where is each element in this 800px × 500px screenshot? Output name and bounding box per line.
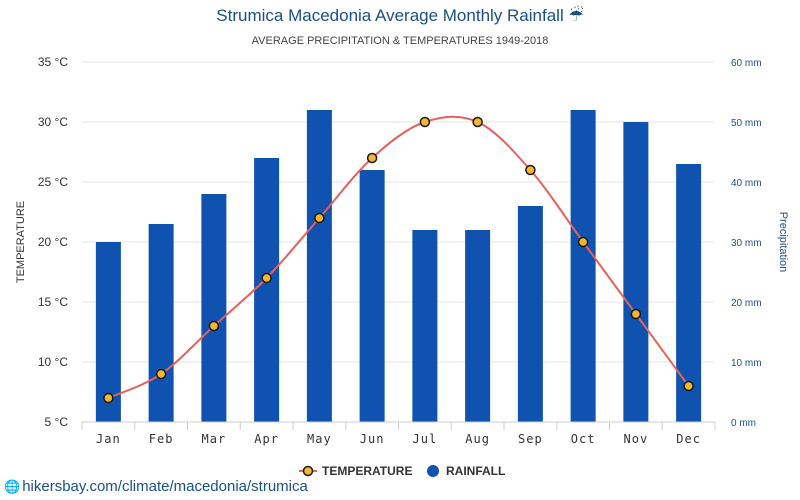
y-tick-label-right: 50 mm	[731, 118, 762, 129]
rainfall-bar	[517, 206, 543, 422]
x-tick-label: Jan	[96, 432, 121, 446]
temperature-point	[103, 392, 114, 404]
rainfall-bar	[148, 224, 174, 422]
rainfall-bar	[465, 230, 491, 422]
temperature-point	[577, 236, 589, 248]
temperature-point	[208, 320, 220, 332]
x-tick-label: Nov	[624, 432, 649, 446]
y-tick-label-right: 60 mm	[731, 58, 762, 69]
y-tick-label-right: 10 mm	[731, 358, 762, 369]
rainfall-bar	[623, 122, 649, 422]
temperature-point	[472, 116, 483, 128]
y-tick-label-left: 10 °C	[38, 355, 68, 369]
x-tick-label: Jun	[360, 432, 385, 446]
umbrella-rain-icon: ☔	[568, 6, 584, 25]
rainfall-bar	[359, 170, 385, 422]
temperature-point	[683, 380, 694, 392]
rainfall-bar	[201, 194, 227, 422]
legend-rainfall-icon	[427, 465, 439, 477]
globe-icon: 🌐	[4, 479, 21, 494]
x-tick-label: Sep	[518, 432, 543, 446]
temperature-point	[525, 164, 536, 176]
rainfall-bar	[254, 158, 280, 422]
y-tick-label-right: 20 mm	[731, 298, 762, 309]
y-tick-label-right: 40 mm	[731, 178, 762, 189]
rainfall-bar	[306, 110, 332, 422]
legend-rainfall-label: RAINFALL	[446, 464, 505, 478]
temperature-point	[314, 212, 325, 224]
x-tick-label: Aug	[465, 432, 490, 446]
x-tick-label: Jul	[413, 432, 438, 446]
rainfall-bar	[676, 164, 702, 422]
y-tick-label-left: 25 °C	[38, 175, 68, 189]
temperature-point	[419, 116, 431, 128]
chart-title: Strumica Macedonia Average Monthly Rainf…	[216, 6, 584, 25]
y-tick-label-left: 35 °C	[38, 55, 68, 69]
y-tick-label-left: 15 °C	[38, 295, 68, 309]
y-tick-label-left: 30 °C	[38, 115, 68, 129]
footer-link[interactable]: 🌐 hikersbay.com/climate/macedonia/strumic…	[4, 478, 308, 495]
rainfall-bar	[570, 110, 596, 422]
rainfall-bar	[412, 230, 438, 422]
y-axis-title-right: Precipitation	[777, 212, 789, 273]
x-tick-label: Apr	[254, 432, 279, 446]
x-tick-label: May	[307, 432, 332, 446]
y-tick-label-left: 5 °C	[45, 415, 69, 429]
y-axis-title-left: TEMPERATURE	[15, 201, 27, 283]
y-tick-label-left: 20 °C	[38, 235, 68, 249]
temperature-line	[107, 115, 690, 399]
temperature-point	[261, 272, 272, 284]
x-tick-label: Dec	[676, 432, 701, 446]
legend-temperature-marker-icon	[302, 465, 314, 477]
x-tick-label: Oct	[571, 432, 596, 446]
temperature-point	[630, 308, 642, 320]
x-tick-label: Feb	[149, 432, 174, 446]
y-tick-label-right: 0 mm	[731, 418, 756, 429]
chart-subtitle: AVERAGE PRECIPITATION & TEMPERATURES 194…	[251, 35, 549, 47]
rainfall-bar	[95, 242, 121, 422]
temperature-point	[366, 152, 378, 164]
y-tick-label-right: 30 mm	[731, 238, 762, 249]
footer-url: hikersbay.com/climate/macedonia/strumica	[22, 478, 308, 495]
temperature-point	[155, 368, 167, 380]
x-tick-label: Mar	[202, 432, 227, 446]
legend-temperature-label: TEMPERATURE	[322, 464, 412, 478]
